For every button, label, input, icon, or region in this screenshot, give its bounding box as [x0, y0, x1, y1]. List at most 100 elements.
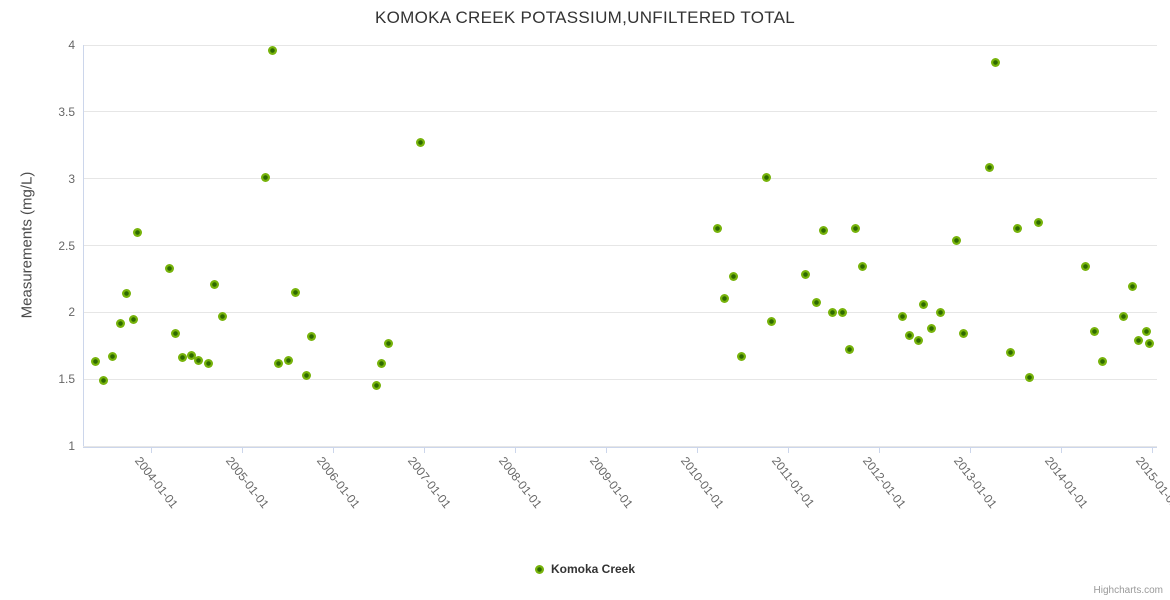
data-point[interactable] [812, 298, 822, 308]
x-tick [970, 447, 972, 453]
data-point[interactable] [819, 226, 829, 236]
data-point[interactable] [1089, 326, 1099, 336]
data-point[interactable] [766, 317, 776, 327]
legend-item-komoka-creek[interactable]: Komoka Creek [550, 562, 636, 576]
data-point[interactable] [1118, 311, 1128, 321]
data-point[interactable] [991, 57, 1001, 67]
legend-marker-icon [534, 564, 544, 574]
data-point[interactable] [260, 172, 270, 182]
data-point[interactable] [857, 262, 867, 272]
data-point[interactable] [377, 358, 387, 368]
y-tick-label: 2.5 [58, 238, 75, 253]
x-tick [697, 447, 699, 453]
y-tick-label: 4 [68, 38, 75, 52]
x-tick-label: 2012-01-01 [860, 454, 910, 511]
data-point[interactable] [1025, 373, 1035, 383]
x-tick-label: 2011-01-01 [769, 454, 818, 511]
data-point[interactable] [133, 227, 143, 237]
data-point[interactable] [99, 376, 109, 385]
x-tick [788, 447, 790, 453]
data-point[interactable] [171, 329, 181, 339]
y-gridline [83, 445, 1157, 447]
data-point[interactable] [985, 163, 995, 173]
x-tick-label: 2005-01-01 [223, 454, 273, 511]
data-point[interactable] [210, 279, 220, 289]
y-gridline [83, 178, 1157, 180]
highcharts-credit[interactable]: Highcharts.com [1093, 585, 1163, 596]
data-point[interactable] [186, 350, 196, 360]
data-point[interactable] [1127, 282, 1137, 292]
data-point[interactable] [204, 358, 214, 368]
y-gridline [83, 111, 1157, 113]
y-axis-line [83, 45, 84, 446]
data-point[interactable] [935, 307, 945, 317]
data-point[interactable] [284, 355, 294, 365]
x-tick-label: 2015-01-01 [1133, 454, 1170, 511]
x-tick-label: 2008-01-01 [496, 454, 546, 511]
data-point[interactable] [1097, 357, 1107, 367]
data-point[interactable] [952, 235, 962, 245]
data-point[interactable] [1134, 335, 1144, 345]
data-point[interactable] [801, 270, 811, 280]
data-point[interactable] [926, 323, 936, 333]
data-point[interactable] [762, 172, 772, 182]
x-tick [1061, 447, 1063, 453]
data-point[interactable] [914, 335, 924, 345]
x-tick [242, 447, 244, 453]
data-point[interactable] [129, 314, 139, 324]
data-point[interactable] [274, 358, 284, 368]
data-point[interactable] [115, 318, 125, 328]
x-tick [515, 447, 517, 453]
data-point[interactable] [371, 381, 381, 391]
data-point[interactable] [177, 353, 187, 363]
data-point[interactable] [1145, 338, 1155, 348]
data-point[interactable] [122, 289, 132, 299]
data-point[interactable] [416, 138, 426, 148]
y-gridline [83, 44, 1157, 46]
data-point[interactable] [1034, 218, 1044, 228]
x-axis-line [83, 446, 1157, 448]
data-point[interactable] [736, 351, 746, 361]
data-point[interactable] [107, 351, 117, 361]
data-point[interactable] [904, 330, 914, 340]
data-point[interactable] [384, 338, 394, 348]
data-point[interactable] [91, 357, 101, 367]
data-point[interactable] [919, 299, 929, 309]
data-point[interactable] [302, 370, 312, 380]
data-point[interactable] [851, 223, 861, 233]
y-tick-label: 2 [68, 305, 75, 320]
y-gridline [83, 311, 1157, 313]
x-tick-label: 2007-01-01 [405, 454, 455, 511]
chart-title: KOMOKA CREEK POTASSIUM,UNFILTERED TOTAL [374, 8, 796, 27]
x-tick-label: 2013-01-01 [951, 454, 1001, 511]
data-point[interactable] [827, 307, 837, 317]
data-point[interactable] [720, 294, 730, 304]
data-point[interactable] [267, 45, 277, 55]
x-tick [879, 447, 881, 453]
data-point[interactable] [1080, 262, 1090, 272]
data-point[interactable] [194, 355, 204, 365]
x-tick-label: 2004-01-01 [132, 454, 182, 511]
x-tick [424, 447, 426, 453]
x-tick-label: 2014-01-01 [1042, 454, 1092, 511]
data-point[interactable] [164, 263, 174, 273]
data-point[interactable] [217, 311, 227, 321]
y-tick-label: 3 [68, 171, 75, 186]
data-point[interactable] [837, 307, 847, 317]
data-point[interactable] [729, 271, 739, 281]
x-tick [606, 447, 608, 453]
data-point[interactable] [290, 287, 300, 297]
x-tick [151, 447, 153, 453]
data-point[interactable] [1141, 326, 1151, 336]
data-point[interactable] [712, 223, 722, 233]
x-tick-label: 2010-01-01 [678, 454, 728, 511]
data-point[interactable] [1005, 347, 1015, 357]
x-tick [333, 447, 335, 453]
data-point[interactable] [844, 345, 854, 355]
data-point[interactable] [958, 329, 968, 339]
data-point[interactable] [897, 311, 907, 321]
data-point[interactable] [306, 331, 316, 341]
data-point[interactable] [1013, 223, 1023, 233]
x-tick-label: 2006-01-01 [314, 454, 364, 511]
